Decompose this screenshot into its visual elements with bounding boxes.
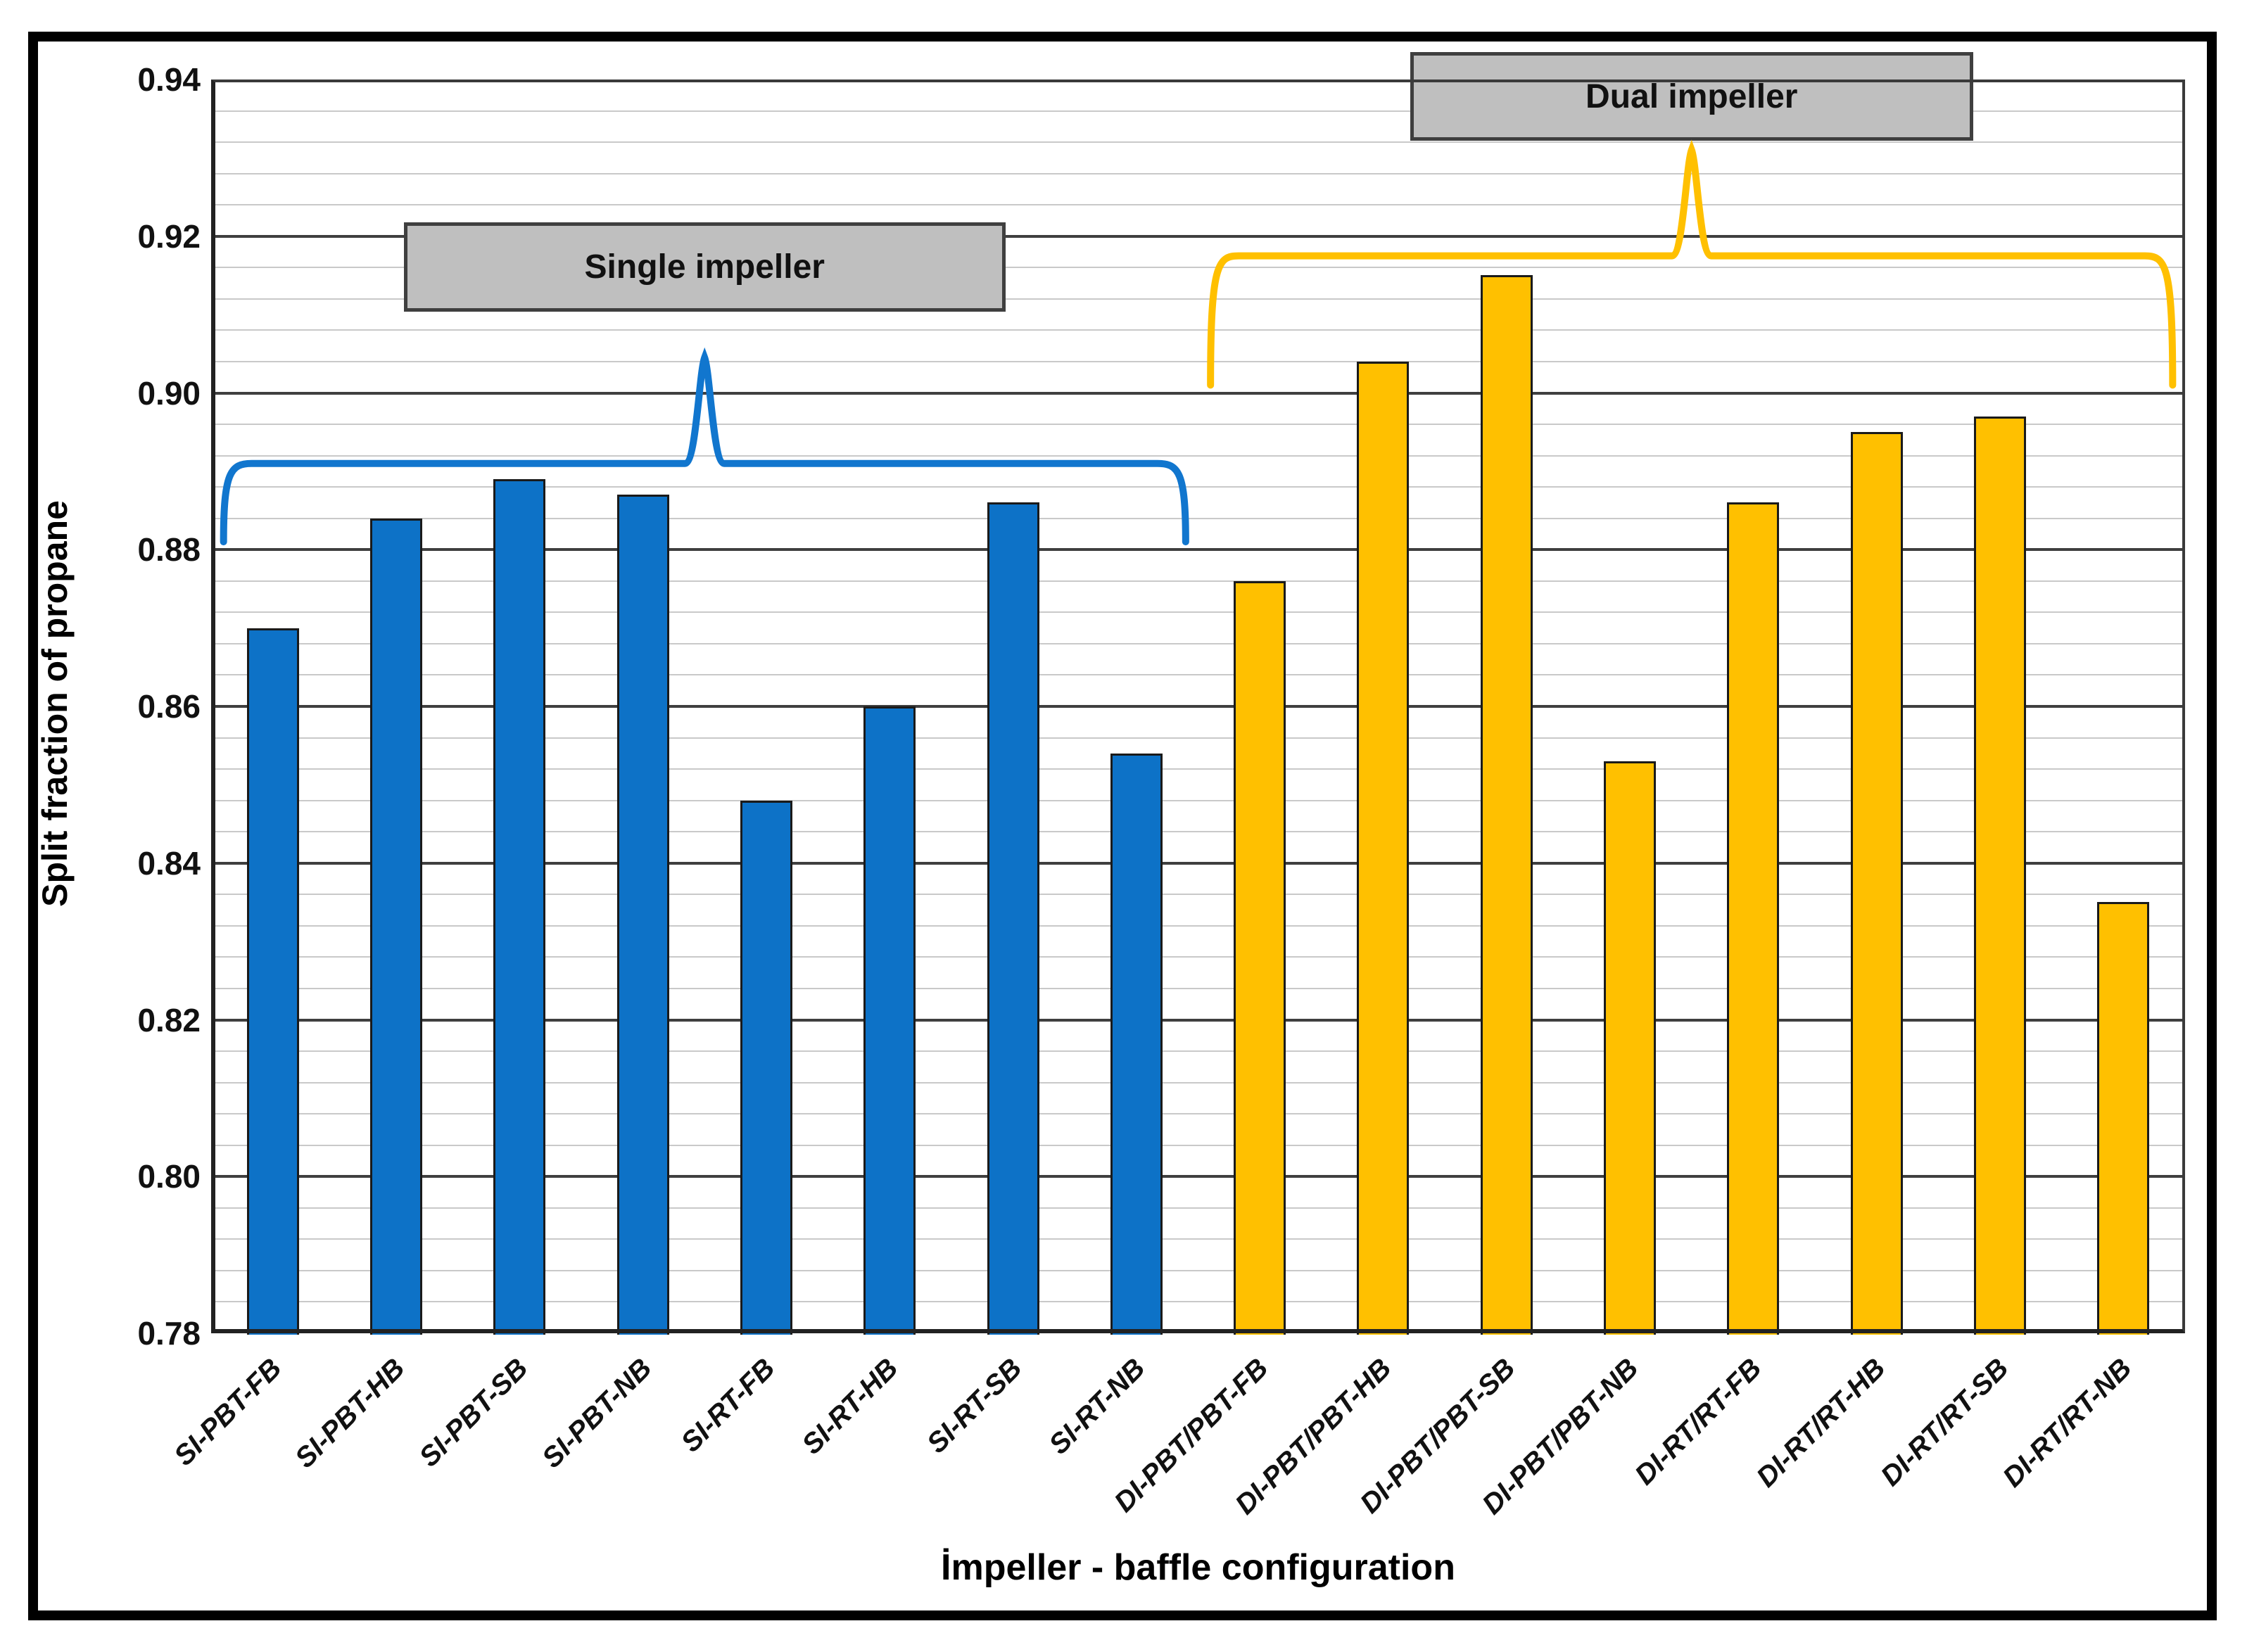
- minor-gridline: [211, 987, 2185, 989]
- minor-gridline: [211, 674, 2185, 676]
- minor-gridline: [211, 329, 2185, 331]
- minor-gridline: [211, 1050, 2185, 1053]
- bar-SI-PBT-NB: [616, 495, 669, 1335]
- major-gridline: [211, 1018, 2185, 1022]
- bar-DI-PBT/PBT-HB: [1357, 361, 1410, 1335]
- y-tick-label: 0.92: [137, 217, 201, 255]
- bar-SI-RT-SB: [987, 502, 1039, 1335]
- y-tick-label: 0.84: [137, 844, 201, 882]
- minor-gridline: [211, 737, 2185, 739]
- minor-gridline: [211, 580, 2185, 582]
- major-gridline: [211, 705, 2185, 708]
- minor-gridline: [211, 1207, 2185, 1209]
- minor-gridline: [211, 267, 2185, 269]
- y-tick-label: 0.80: [137, 1158, 201, 1195]
- major-gridline: [211, 391, 2185, 395]
- minor-gridline: [211, 517, 2185, 519]
- minor-gridline: [211, 360, 2185, 362]
- minor-gridline: [211, 204, 2185, 206]
- minor-gridline: [211, 1144, 2185, 1146]
- bar-SI-PBT-HB: [369, 518, 422, 1335]
- figure-border-frame: [28, 32, 2217, 1620]
- y-axis-title: Split fraction of propane: [35, 500, 75, 907]
- minor-gridline: [211, 455, 2185, 457]
- minor-gridline: [211, 298, 2185, 300]
- bar-SI-RT-HB: [863, 706, 916, 1335]
- dual-impeller-box: Dual impeller: [1410, 52, 1973, 141]
- y-tick-label: 0.90: [137, 374, 201, 412]
- x-axis-title: İmpeller - baffle configuration: [941, 1547, 1455, 1588]
- minor-gridline: [211, 1269, 2185, 1271]
- minor-gridline: [211, 956, 2185, 958]
- minor-gridline: [211, 894, 2185, 896]
- bar-DI-PBT/PBT-FB: [1234, 580, 1286, 1335]
- major-gridline: [211, 548, 2185, 552]
- minor-gridline: [211, 768, 2185, 770]
- minor-gridline: [211, 611, 2185, 614]
- major-gridline: [211, 234, 2185, 238]
- major-gridline: [211, 861, 2185, 865]
- minor-gridline: [211, 172, 2185, 174]
- bar-SI-PBT-SB: [493, 479, 546, 1335]
- minor-gridline: [211, 110, 2185, 112]
- bar-DI-RT/RT-NB: [2097, 902, 2150, 1335]
- bar-DI-RT/RT-HB: [1850, 432, 1903, 1335]
- bar-SI-PBT-FB: [246, 628, 299, 1335]
- y-tick-label: 0.86: [137, 688, 201, 725]
- minor-gridline: [211, 1301, 2185, 1303]
- bar-DI-RT/RT-SB: [1974, 416, 2027, 1335]
- minor-gridline: [211, 1081, 2185, 1084]
- minor-gridline: [211, 424, 2185, 426]
- bar-SI-RT-FB: [740, 800, 792, 1335]
- minor-gridline: [211, 486, 2185, 488]
- minor-gridline: [211, 642, 2185, 644]
- bar-DI-PBT/PBT-SB: [1480, 275, 1533, 1335]
- single-impeller-box: Single impeller: [403, 222, 1006, 312]
- minor-gridline: [211, 799, 2185, 801]
- bar-SI-RT-NB: [1110, 753, 1163, 1335]
- y-tick-label: 0.88: [137, 531, 201, 568]
- minor-gridline: [211, 1238, 2185, 1240]
- minor-gridline: [211, 1113, 2185, 1115]
- minor-gridline: [211, 141, 2185, 144]
- bar-DI-RT/RT-FB: [1727, 502, 1780, 1335]
- plot-border: [211, 80, 2185, 1333]
- major-gridline: [211, 1175, 2185, 1178]
- bar-DI-PBT/PBT-NB: [1604, 761, 1657, 1335]
- y-tick-label: 0.78: [137, 1315, 201, 1352]
- y-tick-label: 0.82: [137, 1001, 201, 1038]
- minor-gridline: [211, 831, 2185, 833]
- y-tick-label: 0.94: [137, 61, 201, 98]
- minor-gridline: [211, 925, 2185, 927]
